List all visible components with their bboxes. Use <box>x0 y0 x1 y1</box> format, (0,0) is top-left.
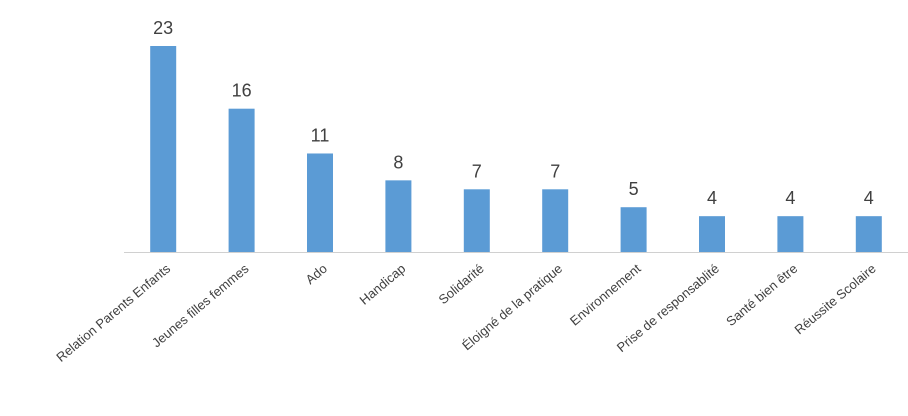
data-label-4: 8 <box>393 152 403 172</box>
bar-7 <box>620 207 647 252</box>
bars-group <box>150 46 882 253</box>
bar-3 <box>307 153 333 252</box>
data-label-3: 11 <box>311 125 330 145</box>
bar-5 <box>463 189 490 252</box>
data-label-8: 4 <box>707 188 717 208</box>
tick-label-5: Solidarité <box>436 261 487 307</box>
data-label-1: 23 <box>153 18 173 38</box>
bar-9 <box>777 216 804 252</box>
tick-label-4: Handicap <box>357 261 409 308</box>
data-labels-group: 23 16 11 8 7 7 5 4 4 4 <box>153 18 874 208</box>
data-label-9: 4 <box>785 188 795 208</box>
tick-label-3: Ado <box>303 261 330 287</box>
bar-6 <box>542 189 569 252</box>
data-label-7: 5 <box>629 179 639 199</box>
bar-8 <box>699 216 725 252</box>
data-label-2: 16 <box>232 81 252 101</box>
bar-4 <box>385 180 412 252</box>
bar-10 <box>855 216 882 252</box>
data-label-5: 7 <box>472 161 482 181</box>
tick-label-7: Environnement <box>567 261 644 329</box>
data-label-6: 7 <box>550 161 560 181</box>
data-label-10: 4 <box>864 188 874 208</box>
tick-label-10: Réussite Scolaire <box>792 261 879 338</box>
bar-2 <box>228 108 255 253</box>
tick-label-1: Relation Parents Enfants <box>53 260 173 364</box>
bar-1 <box>150 46 177 252</box>
tick-label-9: Santé bien être <box>723 261 800 329</box>
